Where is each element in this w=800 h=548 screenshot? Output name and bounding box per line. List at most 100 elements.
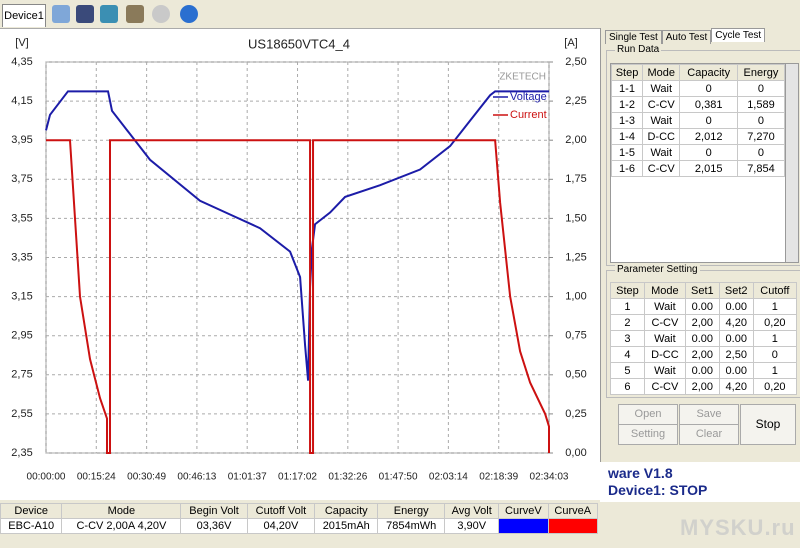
info-icon[interactable]: [180, 5, 198, 23]
brand-label: ZKETECH: [499, 72, 546, 83]
table-cell: 0.00: [684, 362, 720, 379]
column-header: Begin Volt: [180, 503, 248, 519]
open-icon[interactable]: [52, 5, 70, 23]
tools-icon[interactable]: [126, 5, 144, 23]
open-button[interactable]: Open: [618, 404, 678, 425]
clear-button[interactable]: Clear: [679, 424, 739, 445]
table-cell: Wait: [642, 144, 681, 161]
table-cell: 1: [752, 298, 798, 315]
table-cell: 1,589: [736, 96, 786, 113]
table-row: 1-5 Wait 0 0: [610, 144, 786, 161]
x-tick-label: 02:03:14: [429, 472, 468, 483]
scrollbar[interactable]: [785, 63, 799, 263]
x-tick-label: 00:15:24: [77, 472, 116, 483]
table-cell: Wait: [642, 80, 681, 97]
table-row: EBC-A10 C-CV 2,00A 4,20V 03,36V 04,20V 2015m…: [0, 518, 599, 534]
y-tick-label: 2,35: [11, 447, 32, 459]
table-cell: 1: [752, 330, 798, 347]
x-tick-label: 01:17:02: [278, 472, 317, 483]
table-row: 6 C-CV 2,00 4,20 0,20: [610, 378, 798, 395]
table-cell: 2,50: [718, 346, 754, 363]
table-cell: D-CC: [643, 346, 686, 363]
table-row: 1-2 C-CV 0,381 1,589: [610, 96, 786, 113]
table-cell: 2,015: [679, 160, 738, 177]
column-header: Energy: [736, 64, 786, 81]
curve-color-cell: [547, 518, 599, 534]
series-line: [45, 90, 549, 381]
summary-table: Device Mode Begin Volt Cutoff Volt Capacity E…: [0, 503, 599, 534]
table-cell: 4: [610, 346, 645, 363]
table-cell: C-CV: [643, 314, 686, 331]
run-data-group: Run Data Step Mode Capacity Energy 1-1 Wait 0 0…: [606, 44, 800, 266]
table-cell: 0.00: [684, 330, 720, 347]
column-header: Capacity: [679, 64, 738, 81]
table-cell: 2,00: [684, 346, 720, 363]
legend-label: Current: [510, 109, 547, 121]
device-tab[interactable]: Device1: [2, 4, 46, 27]
table-cell: 6: [610, 378, 645, 395]
table-cell: 0,381: [679, 96, 738, 113]
table-cell: 1-5: [610, 144, 644, 161]
y2-tick-label: 0,75: [565, 330, 586, 342]
version-text: ware V1.8: [608, 465, 673, 481]
table-cell: Wait: [643, 362, 686, 379]
table-row: 1 Wait 0.00 0.00 1: [610, 298, 798, 315]
y2-tick-label: 1,25: [565, 251, 586, 263]
table-cell: 0: [736, 112, 786, 129]
chart: US18650VTC4_4 [V] [A] ZKETECH 2,35 2,55 2,…: [0, 28, 600, 500]
table-cell: C-CV: [643, 378, 686, 395]
save-button[interactable]: Save: [679, 404, 739, 425]
table-row: 1-4 D-CC 2,012 7,270: [610, 128, 786, 145]
y-tick-label: 4,35: [11, 56, 32, 68]
y2-tick-label: 0,50: [565, 369, 586, 381]
table-row: 2 C-CV 2,00 4,20 0,20: [610, 314, 798, 331]
column-header: CurveV: [498, 503, 549, 519]
side-panel: Single Test Auto Test Cycle Test Run Data …: [600, 28, 800, 498]
table-cell: 1-1: [610, 80, 644, 97]
table-row: 4 D-CC 2,00 2,50 0: [610, 346, 798, 363]
column-header: CurveA: [547, 503, 599, 519]
table-cell: 4,20: [718, 378, 754, 395]
column-header: Mode: [61, 503, 182, 519]
column-header: Step: [610, 282, 645, 299]
table-cell: 2015mAh: [314, 518, 379, 534]
table-cell: C-CV 2,00A 4,20V: [61, 518, 182, 534]
table-cell: 0: [679, 80, 738, 97]
x-tick-label: 01:47:50: [379, 472, 418, 483]
table-cell: 7,270: [736, 128, 786, 145]
table-cell: 1-2: [610, 96, 644, 113]
series-line: [46, 139, 550, 454]
setting-button[interactable]: Setting: [618, 424, 678, 445]
stop-button[interactable]: Stop: [740, 404, 796, 445]
table-cell: Wait: [642, 112, 681, 129]
y-axis-label: [V]: [15, 37, 28, 49]
y-tick-label: 3,95: [11, 134, 32, 146]
table-row: 1-3 Wait 0 0: [610, 112, 786, 129]
save-icon[interactable]: [76, 5, 94, 23]
y-tick-label: 3,15: [11, 291, 32, 303]
table-row: 1-6 C-CV 2,015 7,854: [610, 160, 786, 177]
state-text: Device1: STOP: [608, 482, 708, 498]
table-cell: 0.00: [718, 298, 754, 315]
column-header: Avg Volt: [444, 503, 500, 519]
y2-tick-label: 1,00: [565, 291, 586, 303]
tab[interactable]: Single Test: [605, 30, 662, 44]
image-icon[interactable]: [100, 5, 118, 23]
x-tick-label: 02:18:39: [479, 472, 518, 483]
tab[interactable]: Cycle Test: [711, 28, 766, 42]
x-tick-label: 02:34:03: [530, 472, 569, 483]
y-tick-label: 2,55: [11, 408, 32, 420]
table-cell: 0,20: [752, 314, 798, 331]
column-header: Capacity: [314, 503, 379, 519]
search-icon[interactable]: [152, 5, 170, 23]
run-data-table: Step Mode Capacity Energy 1-1 Wait 0 0 1-2 C-CV 0,…: [610, 64, 786, 177]
table-cell: 03,36V: [180, 518, 248, 534]
y2-tick-label: 2,50: [565, 56, 586, 68]
table-cell: C-CV: [642, 160, 681, 177]
table-cell: 7854mWh: [377, 518, 446, 534]
y-tick-label: 2,75: [11, 369, 32, 381]
tab[interactable]: Auto Test: [661, 30, 712, 44]
column-header: Cutoff: [752, 282, 798, 299]
header-row: Device Mode Begin Volt Cutoff Volt Capacity E…: [0, 503, 599, 519]
legend-label: Voltage: [510, 91, 547, 103]
